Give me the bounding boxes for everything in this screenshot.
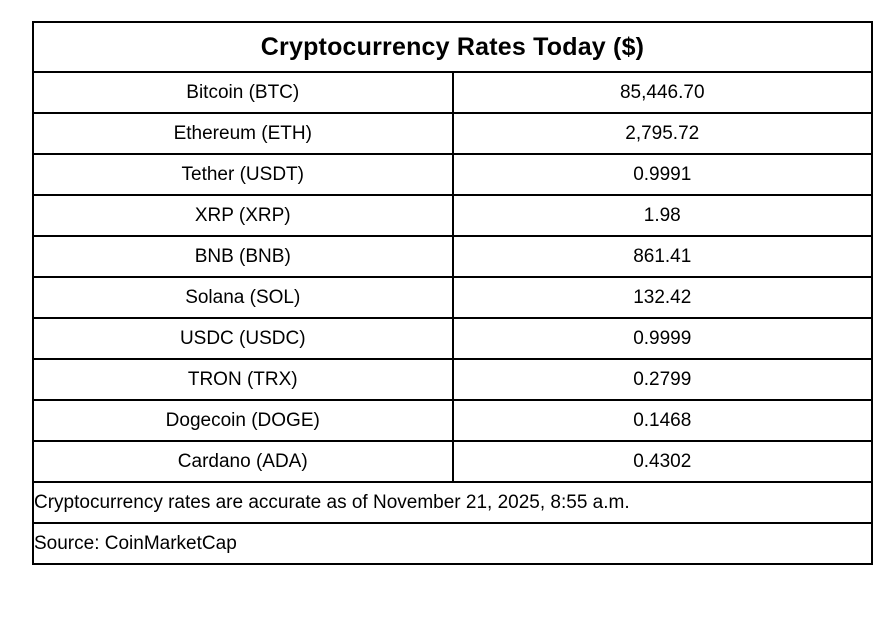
- table-row: Ethereum (ETH) 2,795.72: [32, 112, 873, 155]
- coin-name-cell: Ethereum (ETH): [32, 112, 454, 155]
- table-body: Bitcoin (BTC) 85,446.70 Ethereum (ETH) 2…: [32, 71, 873, 483]
- coin-name-cell: Dogecoin (DOGE): [32, 399, 454, 442]
- table-row: Cardano (ADA) 0.4302: [32, 440, 873, 483]
- coin-rate-cell: 0.4302: [451, 440, 873, 483]
- coin-name-cell: TRON (TRX): [32, 358, 454, 401]
- coin-rate-cell: 132.42: [451, 276, 873, 319]
- coin-rate-cell: 0.1468: [451, 399, 873, 442]
- source-credit: Source: CoinMarketCap: [32, 522, 873, 565]
- coin-rate-cell: 861.41: [451, 235, 873, 278]
- coin-rate-cell: 85,446.70: [451, 71, 873, 114]
- table-footer: Cryptocurrency rates are accurate as of …: [32, 481, 873, 565]
- coin-rate-cell: 2,795.72: [451, 112, 873, 155]
- coin-name-cell: BNB (BNB): [32, 235, 454, 278]
- coin-rate-cell: 1.98: [451, 194, 873, 237]
- coin-name-cell: Cardano (ADA): [32, 440, 454, 483]
- table-row: Solana (SOL) 132.42: [32, 276, 873, 319]
- accuracy-footnote: Cryptocurrency rates are accurate as of …: [32, 481, 873, 524]
- coin-name-cell: Tether (USDT): [32, 153, 454, 196]
- table-row: Tether (USDT) 0.9991: [32, 153, 873, 196]
- table-row: Dogecoin (DOGE) 0.1468: [32, 399, 873, 442]
- footnote-row: Cryptocurrency rates are accurate as of …: [32, 481, 873, 524]
- table-row: TRON (TRX) 0.2799: [32, 358, 873, 401]
- coin-rate-cell: 0.9991: [451, 153, 873, 196]
- title-row: Cryptocurrency Rates Today ($): [32, 21, 873, 73]
- coin-rate-cell: 0.2799: [451, 358, 873, 401]
- table-row: Bitcoin (BTC) 85,446.70: [32, 71, 873, 114]
- table-header: Cryptocurrency Rates Today ($): [32, 21, 873, 73]
- coin-name-cell: Bitcoin (BTC): [32, 71, 454, 114]
- source-row: Source: CoinMarketCap: [32, 522, 873, 565]
- coin-rate-cell: 0.9999: [451, 317, 873, 360]
- table-row: XRP (XRP) 1.98: [32, 194, 873, 237]
- table-title: Cryptocurrency Rates Today ($): [32, 21, 873, 73]
- table-row: BNB (BNB) 861.41: [32, 235, 873, 278]
- table-row: USDC (USDC) 0.9999: [32, 317, 873, 360]
- coin-name-cell: Solana (SOL): [32, 276, 454, 319]
- coin-name-cell: XRP (XRP): [32, 194, 454, 237]
- coin-name-cell: USDC (USDC): [32, 317, 454, 360]
- crypto-rates-table: Cryptocurrency Rates Today ($) Bitcoin (…: [32, 21, 873, 565]
